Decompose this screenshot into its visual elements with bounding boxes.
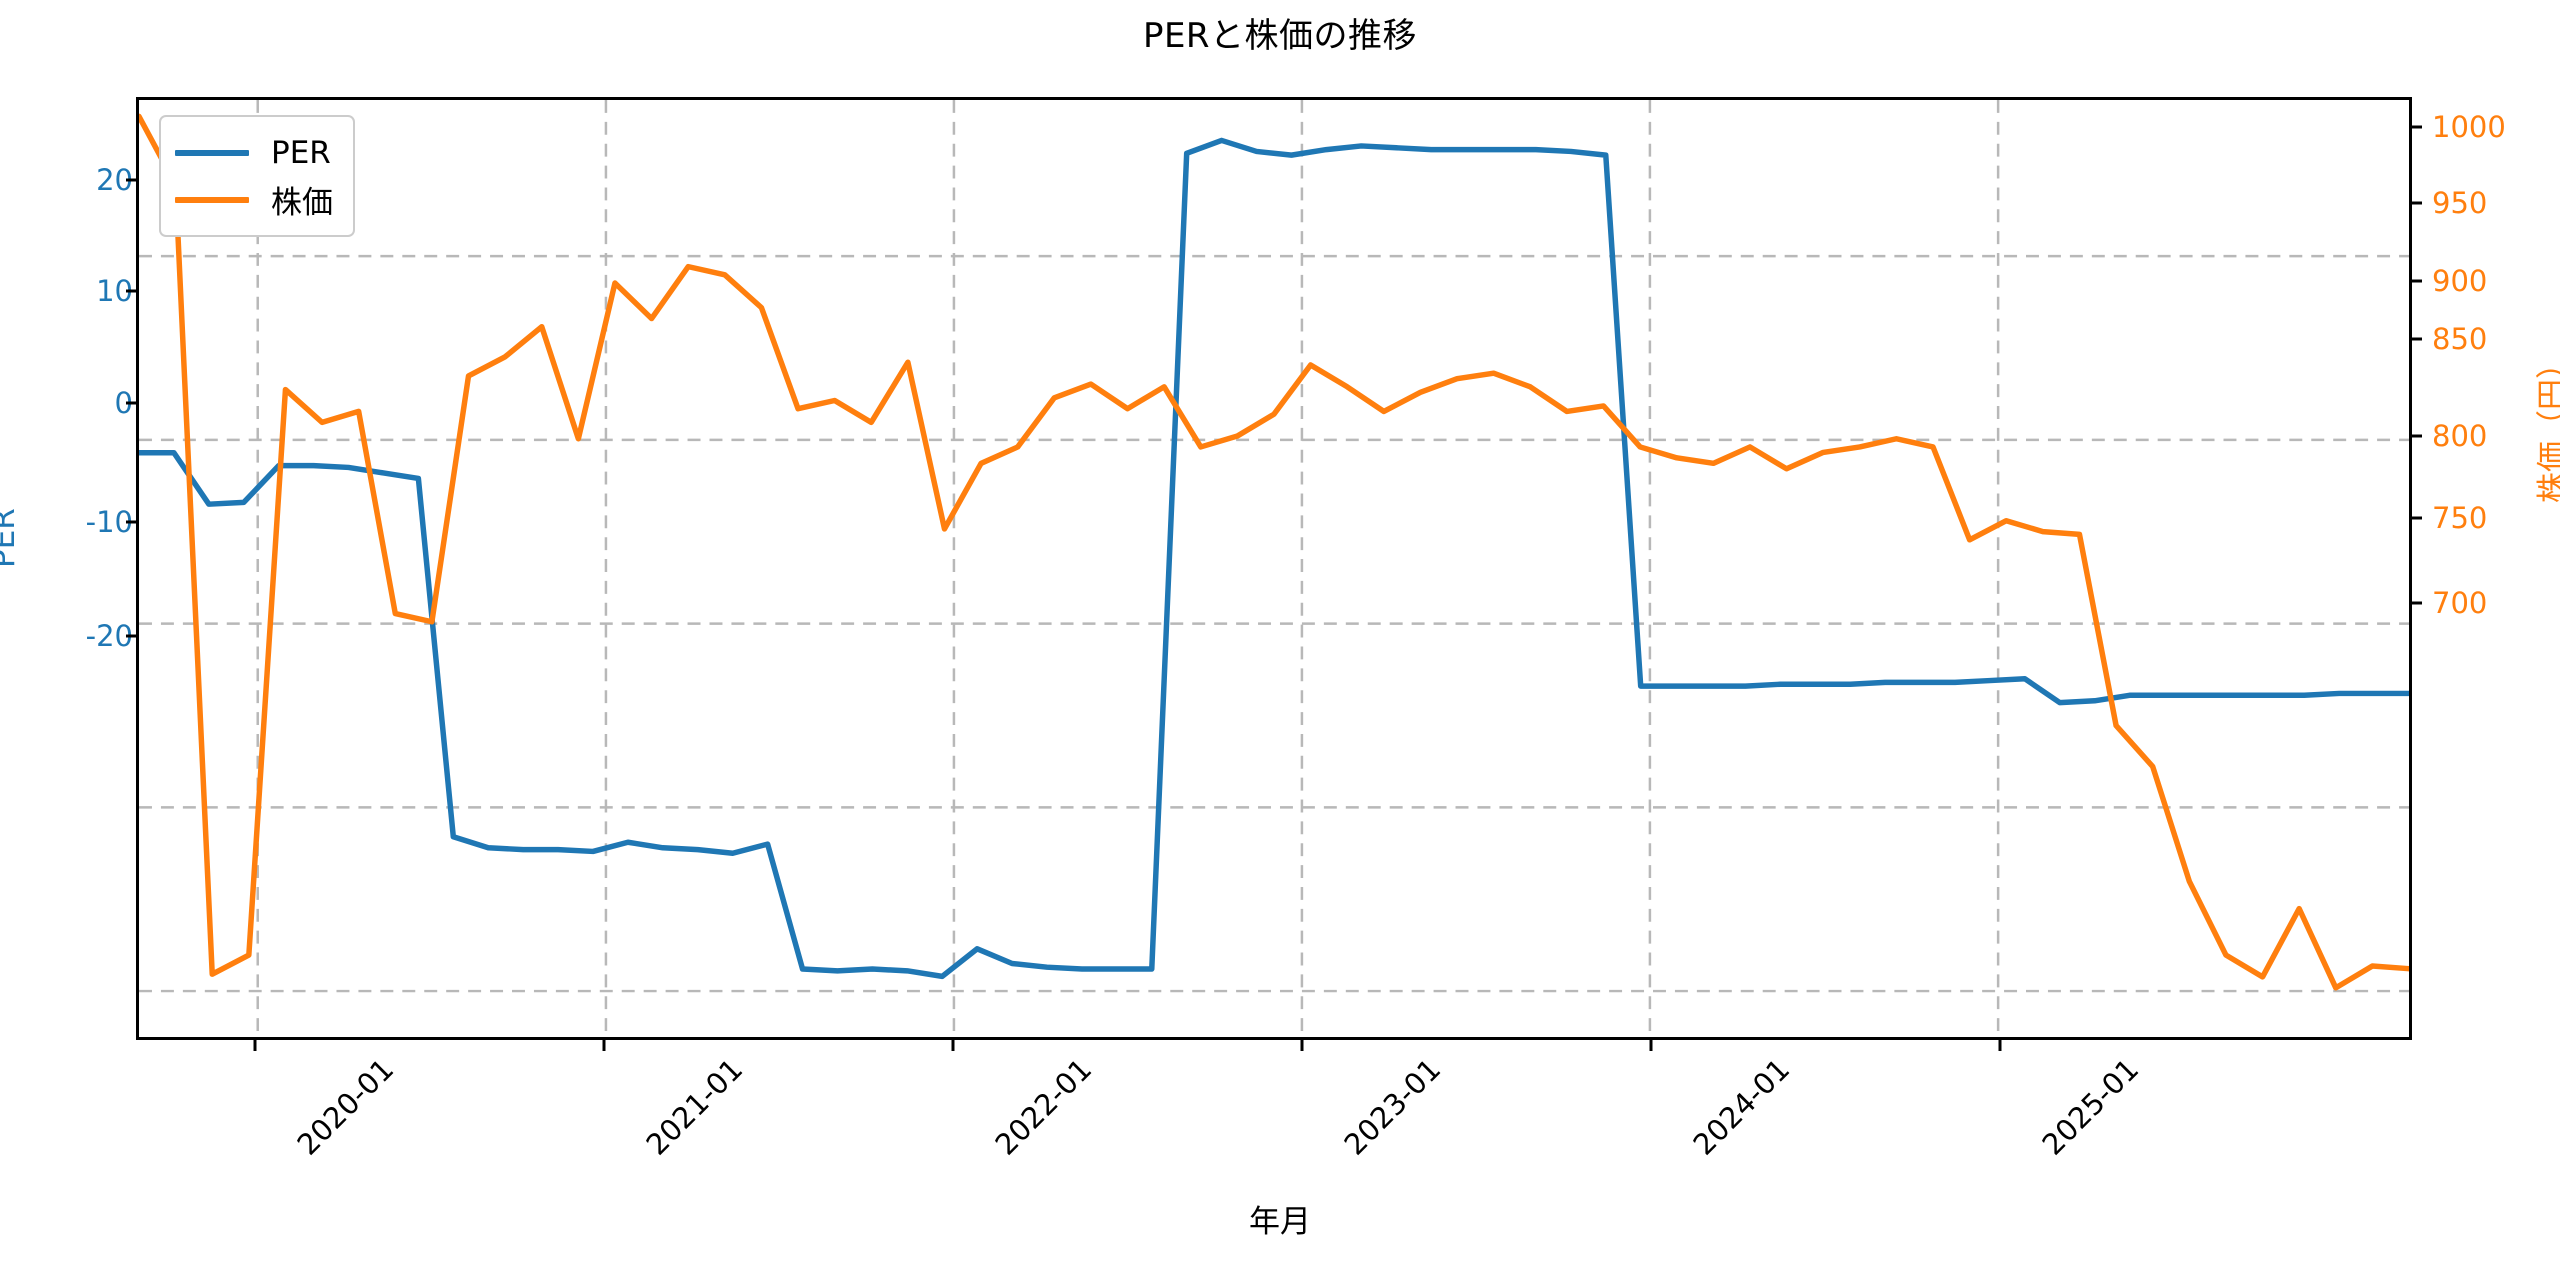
y-axis-right-tick-850: 850	[2432, 322, 2488, 356]
y-axis-left-tickmark	[126, 401, 136, 405]
y-axis-right-tickmark	[2412, 125, 2422, 129]
legend-swatch-per	[175, 149, 249, 156]
x-axis-tickmark	[1300, 1040, 1304, 1051]
legend-item-per[interactable]: PER	[175, 129, 333, 176]
x-axis-tick-2023-01: 2023-01	[1337, 1052, 1448, 1162]
y-axis-left-tick-10: 10	[96, 274, 133, 308]
y-axis-left-tick-0: 0	[114, 386, 133, 420]
page-title: PERと株価の推移	[1142, 16, 1418, 56]
legend-label-kabuka: 株価	[271, 185, 333, 221]
y-axis-right-tickmark	[2412, 516, 2422, 520]
series-line-PER	[139, 137, 2409, 980]
y-axis-right-tickmark	[2412, 279, 2422, 283]
y-axis-left-tickmark	[126, 289, 136, 293]
x-axis-tick-2025-01: 2025-01	[2035, 1052, 2146, 1162]
y-axis-right-tick-950: 950	[2432, 186, 2488, 220]
x-axis-tickmark	[951, 1040, 955, 1051]
y-axis-right-tickmark	[2412, 201, 2422, 205]
y-axis-right-tick-750: 750	[2432, 501, 2488, 535]
y-axis-left-tick-neg10: -10	[85, 505, 133, 539]
x-axis-label: 年月	[1249, 1204, 1311, 1240]
legend-label-per: PER	[271, 134, 331, 171]
x-axis-tick-2022-01: 2022-01	[988, 1052, 1099, 1162]
y-axis-right-tick-900: 900	[2432, 264, 2488, 298]
y-axis-right-tick-800: 800	[2432, 419, 2488, 453]
y-axis-left-tickmark	[126, 178, 136, 182]
legend-item-kabuka[interactable]: 株価	[175, 176, 333, 223]
legend-swatch-kabuka	[175, 196, 249, 203]
y-axis-right-tickmark	[2412, 434, 2422, 438]
x-axis-tickmark	[1998, 1040, 2002, 1051]
x-axis-tick-2024-01: 2024-01	[1686, 1052, 1797, 1162]
x-axis-tickmark	[1649, 1040, 1653, 1051]
y-axis-right-tickmark	[2412, 337, 2422, 341]
x-axis-tickmark	[253, 1040, 257, 1051]
legend[interactable]: PER 株価	[159, 115, 355, 237]
plot-area	[136, 97, 2412, 1040]
y-axis-left-tick-20: 20	[96, 163, 133, 197]
y-axis-right-label: 株価（円）	[2535, 348, 2560, 503]
series-line-株価	[139, 113, 2409, 991]
data-series-lines	[139, 113, 2409, 991]
y-axis-left-label: PER	[0, 508, 22, 568]
y-axis-right-tick-700: 700	[2432, 586, 2488, 620]
y-axis-left-tickmark	[126, 634, 136, 638]
y-axis-right-tick-1000: 1000	[2432, 110, 2506, 144]
x-axis-tick-2020-01: 2020-01	[290, 1052, 401, 1162]
y-axis-left-tick-neg20: -20	[85, 619, 133, 653]
x-axis-tick-2021-01: 2021-01	[639, 1052, 750, 1162]
grid-lines	[139, 100, 2409, 1037]
y-axis-right-tickmark	[2412, 601, 2422, 605]
x-axis-tickmark	[602, 1040, 606, 1051]
y-axis-left-tickmark	[126, 520, 136, 524]
